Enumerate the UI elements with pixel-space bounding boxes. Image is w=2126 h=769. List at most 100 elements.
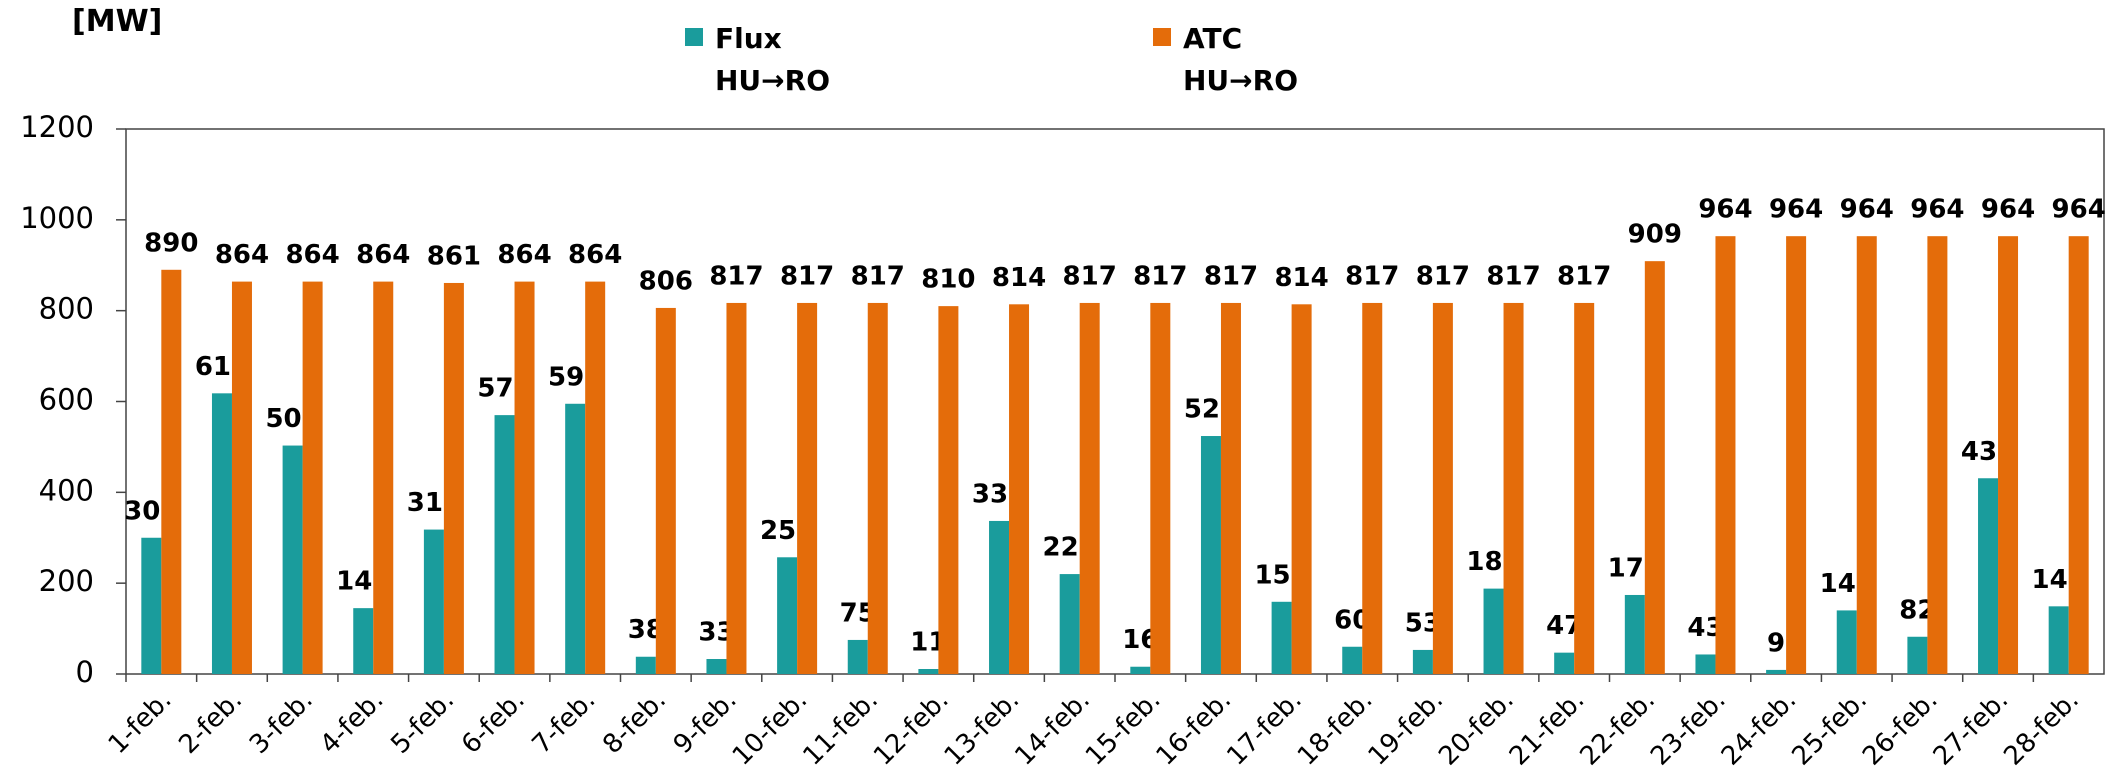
bar xyxy=(989,520,1010,674)
bar xyxy=(141,537,162,674)
x-tick-label: 16-feb. xyxy=(1151,685,1238,769)
bar xyxy=(1695,654,1716,674)
data-label: 964 xyxy=(1840,195,1894,225)
x-tick-label: 4-feb. xyxy=(315,685,390,760)
bar xyxy=(282,445,303,674)
legend-item: ATC HU→RO xyxy=(1153,18,1298,102)
bar xyxy=(1079,302,1100,674)
y-axis-label: [MW] xyxy=(72,4,163,39)
data-label: 810 xyxy=(921,265,975,295)
x-tick-label: 18-feb. xyxy=(1292,685,1379,769)
data-label: 814 xyxy=(992,263,1046,293)
bar xyxy=(1503,302,1524,674)
bar xyxy=(1130,666,1151,674)
x-tick-label: 19-feb. xyxy=(1363,685,1450,769)
x-tick-label: 23-feb. xyxy=(1645,685,1732,769)
bar xyxy=(1978,478,1999,674)
y-tick-label: 600 xyxy=(39,383,94,417)
y-tick-label: 400 xyxy=(39,473,94,507)
x-tick-label: 22-feb. xyxy=(1575,685,1662,769)
x-tick-label: 14-feb. xyxy=(1009,685,1096,769)
data-label: 964 xyxy=(1910,195,1964,225)
bar xyxy=(1271,601,1292,674)
data-label: 817 xyxy=(1345,261,1399,291)
data-label: 814 xyxy=(1274,263,1328,293)
x-tick-label: 7-feb. xyxy=(527,685,602,760)
legend-label: ATC HU→RO xyxy=(1183,22,1298,97)
bar xyxy=(1059,574,1080,674)
bar xyxy=(1766,669,1787,674)
x-tick-label: 21-feb. xyxy=(1504,685,1591,769)
x-tick-label: 27-feb. xyxy=(1928,685,2015,769)
y-tick-label: 0 xyxy=(76,655,94,689)
bar xyxy=(1362,302,1383,674)
x-tick-label: 10-feb. xyxy=(727,685,814,769)
bar xyxy=(726,302,747,674)
x-tick-label: 15-feb. xyxy=(1080,685,1167,769)
x-tick-label: 6-feb. xyxy=(456,685,531,760)
bar xyxy=(443,282,464,674)
x-tick-label: 20-feb. xyxy=(1433,685,1520,769)
x-tick-label: 12-feb. xyxy=(868,685,955,769)
bar xyxy=(1342,646,1363,674)
legend-swatch xyxy=(1153,28,1171,46)
bar xyxy=(2048,606,2069,674)
bar xyxy=(1927,236,1948,674)
bar xyxy=(797,302,818,674)
x-tick-label: 8-feb. xyxy=(597,685,672,760)
x-tick-label: 1-feb. xyxy=(103,685,178,760)
data-label: 890 xyxy=(144,228,198,258)
bar xyxy=(585,281,606,674)
bar xyxy=(1836,610,1857,674)
y-tick-label: 1200 xyxy=(20,110,94,144)
bar xyxy=(1624,594,1645,674)
bar xyxy=(867,302,888,674)
data-label: 964 xyxy=(1698,195,1752,225)
bar xyxy=(1432,302,1453,674)
bar xyxy=(938,306,959,674)
x-tick-label: 28-feb. xyxy=(1998,685,2085,769)
bar xyxy=(706,659,727,674)
data-label: 817 xyxy=(1416,261,1470,291)
bar xyxy=(1483,588,1504,674)
bar xyxy=(231,281,252,674)
data-label: 9 xyxy=(1767,628,1785,658)
data-label: 964 xyxy=(1769,195,1823,225)
x-tick-label: 2-feb. xyxy=(173,685,248,760)
bar xyxy=(1554,652,1575,674)
data-label: 817 xyxy=(1063,261,1117,291)
x-tick-label: 17-feb. xyxy=(1221,685,1308,769)
data-label: 864 xyxy=(285,240,339,270)
data-label: 817 xyxy=(1557,261,1611,291)
y-tick-label: 800 xyxy=(39,292,94,326)
data-label: 861 xyxy=(427,241,481,271)
data-label: 817 xyxy=(1204,261,1258,291)
data-label: 817 xyxy=(709,261,763,291)
bar xyxy=(161,269,182,674)
bar xyxy=(211,393,232,674)
data-label: 864 xyxy=(356,240,410,270)
bar xyxy=(1150,302,1171,674)
bar xyxy=(1009,304,1030,674)
bar xyxy=(1291,304,1312,674)
x-tick-label: 5-feb. xyxy=(385,685,460,760)
bar xyxy=(302,281,323,674)
data-label: 806 xyxy=(639,266,693,296)
x-tick-label: 24-feb. xyxy=(1716,685,1803,769)
y-tick-label: 200 xyxy=(39,564,94,598)
data-label: 964 xyxy=(2052,195,2106,225)
legend-swatch xyxy=(685,28,703,46)
bar xyxy=(1412,649,1433,674)
bar xyxy=(635,656,656,674)
data-label: 817 xyxy=(1133,261,1187,291)
data-label: 817 xyxy=(851,261,905,291)
legend-label: Flux HU→RO xyxy=(715,22,830,97)
bar xyxy=(353,608,374,674)
bar xyxy=(1998,236,2019,674)
data-label: 817 xyxy=(1486,261,1540,291)
data-label: 864 xyxy=(568,240,622,270)
bar xyxy=(2068,236,2089,674)
bar xyxy=(1715,236,1736,674)
x-tick-label: 13-feb. xyxy=(939,685,1026,769)
